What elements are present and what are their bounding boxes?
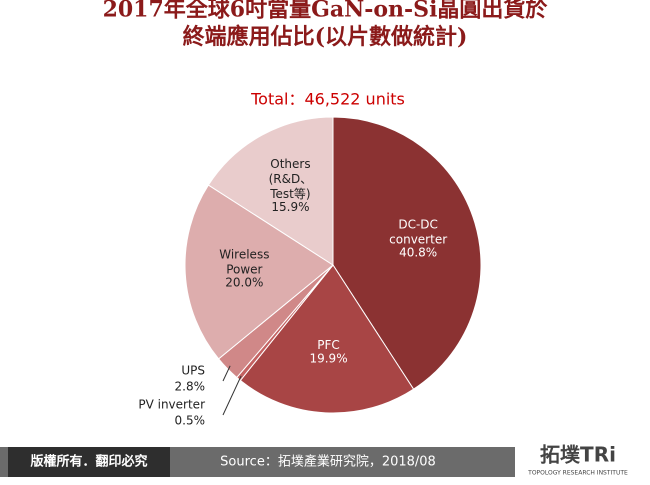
slice-value-label: 20.0% [225, 276, 263, 290]
slice-value-label: 19.9% [309, 352, 347, 366]
slice-value-label: 15.9% [271, 200, 309, 214]
slice-label: Others (R&D、 Test等) [269, 157, 313, 201]
slice-label: UPS [181, 364, 205, 378]
slice-label: PFC [317, 338, 340, 352]
slice-label: DC-DC converter [389, 217, 447, 246]
chart-title: 2017年全球6吋當量GaN-on-Si晶圓出貨於終端應用佔比(以片數做統計) [103, 0, 549, 50]
pie-slice [207, 116, 334, 266]
slice-value-label: 2.8% [175, 380, 206, 394]
footer-left [8, 447, 170, 477]
logo-box [515, 440, 650, 485]
slice-value-label: 0.5% [175, 414, 206, 428]
pie-slice [239, 264, 415, 414]
slice-label: PV inverter [138, 398, 205, 412]
source: Source：拓墣產業研究院，2018/08 [220, 454, 436, 470]
leader-line [222, 375, 242, 416]
slice-label: Wireless Power [219, 247, 269, 276]
logo-sub: TOPOLOGY RESEARCH INSTITUTE [527, 470, 628, 477]
pie-slice [184, 184, 334, 360]
copyright: 版權所有．翻印必究 [30, 454, 147, 470]
logo: 拓墣TRi [540, 443, 616, 467]
leader-line [222, 365, 231, 382]
slice-value-label: 40.8% [399, 245, 437, 259]
chart-subtitle: Total：46,522 units [250, 90, 405, 109]
